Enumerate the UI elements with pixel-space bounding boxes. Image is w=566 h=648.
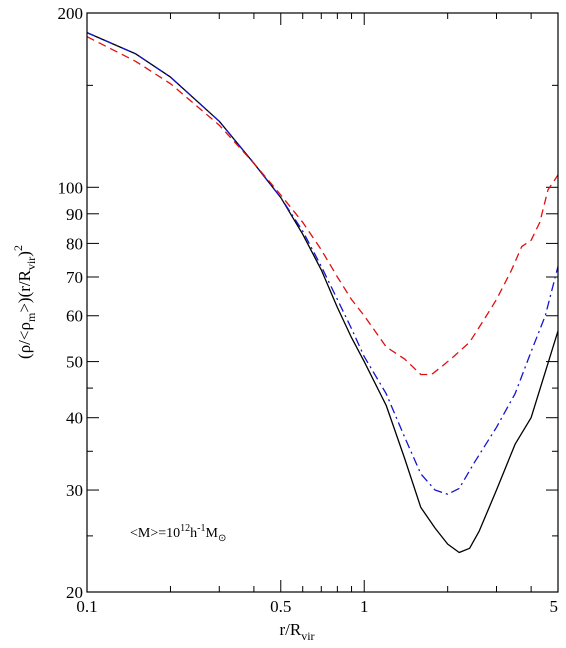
y-tick-label: 20 xyxy=(66,583,83,602)
data-series xyxy=(86,32,559,554)
plot-frame xyxy=(86,12,559,593)
x-tick-label: 0.5 xyxy=(270,597,291,616)
x-tick-label: 0.1 xyxy=(76,597,97,616)
y-tick-label: 60 xyxy=(66,307,83,326)
tick-labels: 0.1 0.5 1 5 20 30 40 50 60 70 80 90 100 200 xyxy=(58,4,559,616)
series-line-dashdot xyxy=(86,32,559,495)
y-tick-label: 70 xyxy=(66,268,83,287)
y-tick-label: 100 xyxy=(58,178,84,197)
y-tick-label: 200 xyxy=(58,4,84,23)
series-line-solid xyxy=(86,32,559,554)
y-tick-label: 80 xyxy=(66,234,83,253)
y-tick-label: 90 xyxy=(66,205,83,224)
x-tick-label: 1 xyxy=(360,597,369,616)
x-axis-label: r/Rvir xyxy=(279,620,314,643)
mass-annotation: <M>=1012h-1M⊙ xyxy=(130,523,226,544)
y-tick-label: 40 xyxy=(66,409,83,428)
x-tick-label: 5 xyxy=(550,597,559,616)
y-tick-label: 50 xyxy=(66,353,83,372)
axis-ticks xyxy=(86,12,559,593)
series-line-dashed xyxy=(86,36,559,376)
y-axis-label: (ρ/<ρm>)(r/Rvir)2 xyxy=(11,245,38,359)
y-tick-label: 30 xyxy=(66,481,83,500)
